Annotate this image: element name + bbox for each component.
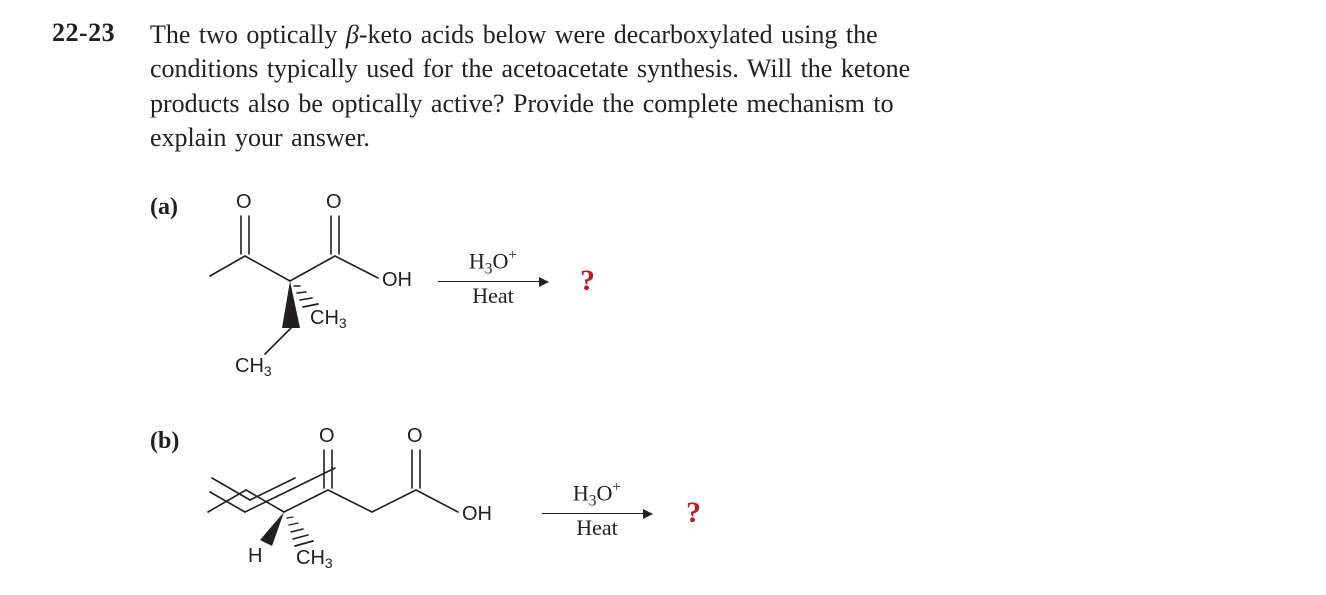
arrow-icon [438, 281, 548, 282]
reagent-bottom-b: Heat [542, 516, 652, 540]
atom-o: O [326, 191, 342, 213]
product-unknown-b: ? [686, 496, 701, 530]
problem-line-3: products also be optically active? Provi… [150, 89, 894, 118]
part-a-label: (a) [150, 194, 178, 221]
reagent-top-a: H3O+ [438, 248, 548, 279]
page: 22-23 The two optically β-keto acids bel… [0, 0, 1326, 586]
reaction-arrow-b: H3O+ Heat [542, 480, 652, 540]
problem-line-2: conditions typically used for the acetoa… [150, 54, 910, 83]
atom-ch3: CH3 [296, 547, 333, 571]
atom-h: H [248, 545, 262, 567]
problem-line-1: The two optically β-keto acids below wer… [150, 20, 878, 49]
reagent-top-b: H3O+ [542, 480, 652, 511]
atom-o: O [236, 191, 252, 213]
product-unknown-a: ? [580, 264, 595, 298]
problem-text: The two optically β-keto acids below wer… [150, 18, 1026, 155]
structure-a: O O OH CH3 CH3 [200, 186, 460, 381]
problem-line-4: explain your answer. [150, 123, 370, 152]
problem-number: 22-23 [52, 18, 115, 48]
atom-o: O [319, 425, 335, 447]
arrow-icon [542, 513, 652, 514]
atom-ch3: CH3 [235, 355, 272, 376]
atom-oh: OH [462, 503, 492, 525]
part-b-label: (b) [150, 428, 179, 455]
atom-ch3: CH3 [310, 307, 347, 331]
structure-b: O O OH H CH3 [200, 420, 540, 595]
reaction-arrow-a: H3O+ Heat [438, 248, 548, 308]
atom-oh: OH [382, 269, 412, 291]
atom-o: O [407, 425, 423, 447]
reagent-bottom-a: Heat [438, 284, 548, 308]
